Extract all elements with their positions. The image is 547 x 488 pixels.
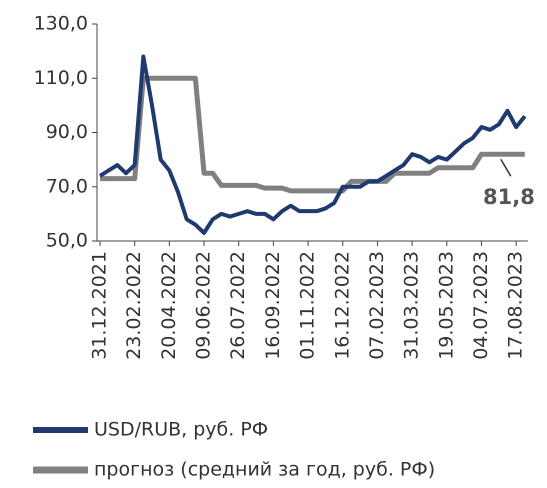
x-tick-label: 31.03.2023 bbox=[401, 251, 423, 360]
series-line bbox=[98, 54, 527, 235]
annotation-leader bbox=[500, 158, 512, 177]
annotation: 81,8 bbox=[483, 185, 535, 209]
series-line bbox=[100, 75, 525, 194]
x-tick-label: 04.07.2023 bbox=[470, 251, 492, 360]
legend-label: прогноз (средний за год, руб. РФ) bbox=[94, 459, 435, 481]
y-tick-label: 50,0 bbox=[46, 230, 88, 252]
x-tick-label: 20.04.2022 bbox=[158, 251, 180, 360]
y-tick-label: 130,0 bbox=[34, 13, 88, 35]
x-tick-label: 31.12.2021 bbox=[89, 251, 111, 360]
legend-label: USD/RUB, руб. РФ bbox=[94, 419, 268, 441]
x-tick-label: 01.11.2022 bbox=[297, 251, 319, 360]
x-tick-label: 19.05.2023 bbox=[435, 251, 457, 360]
x-tick-label: 16.12.2022 bbox=[331, 251, 353, 360]
x-tick-label: 16.09.2022 bbox=[262, 251, 284, 360]
y-tick-label: 70,0 bbox=[46, 175, 88, 197]
y-tick-label: 110,0 bbox=[34, 67, 88, 89]
x-tick-label: 09.06.2022 bbox=[193, 251, 215, 360]
x-tick-label: 17.08.2023 bbox=[505, 251, 527, 360]
x-tick-label: 07.02.2023 bbox=[366, 251, 388, 360]
x-tick-label: 26.07.2022 bbox=[227, 251, 249, 360]
x-tick-label: 23.02.2022 bbox=[123, 251, 145, 360]
y-tick-label: 90,0 bbox=[46, 121, 88, 143]
